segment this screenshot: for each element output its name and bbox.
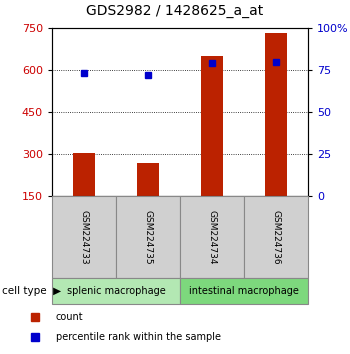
- Bar: [180, 196, 244, 278]
- Bar: [201, 56, 223, 196]
- Text: GSM224733: GSM224733: [79, 210, 89, 264]
- Bar: [180, 278, 308, 304]
- Bar: [137, 163, 159, 196]
- Bar: [52, 196, 116, 278]
- Text: count: count: [56, 312, 84, 322]
- Bar: [116, 196, 180, 278]
- Bar: [265, 33, 287, 196]
- Text: intestinal macrophage: intestinal macrophage: [189, 286, 299, 296]
- Text: splenic macrophage: splenic macrophage: [66, 286, 165, 296]
- Bar: [52, 278, 180, 304]
- Text: GSM224734: GSM224734: [208, 210, 217, 264]
- Bar: [244, 196, 308, 278]
- Text: GSM224735: GSM224735: [144, 210, 153, 264]
- Text: percentile rank within the sample: percentile rank within the sample: [56, 332, 221, 342]
- Text: GSM224736: GSM224736: [272, 210, 280, 264]
- Bar: [73, 153, 95, 196]
- Text: GDS2982 / 1428625_a_at: GDS2982 / 1428625_a_at: [86, 4, 264, 18]
- Text: cell type  ▶: cell type ▶: [2, 286, 61, 296]
